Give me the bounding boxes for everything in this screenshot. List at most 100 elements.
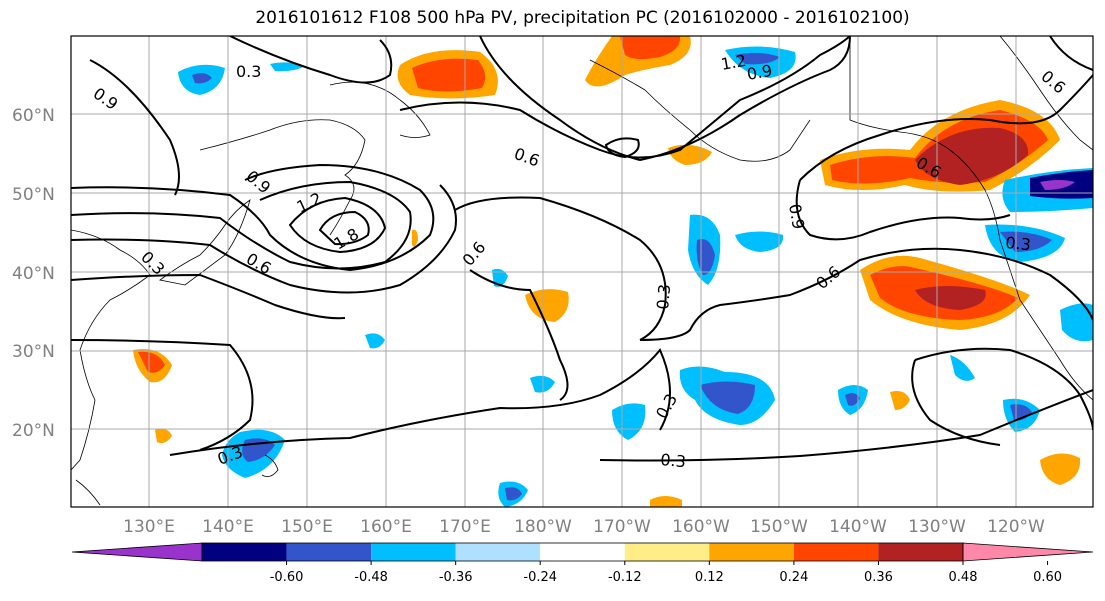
precip-positive-region: [650, 496, 682, 507]
colorbar-tick-label: -0.36: [439, 570, 473, 585]
colorbar-tick-label: 0.12: [695, 570, 724, 585]
lon-label: 130°W: [908, 517, 966, 537]
precip-negative-region: [492, 268, 508, 287]
graticule: [71, 36, 1093, 507]
pv-contour: [454, 196, 667, 341]
precip-shading: [133, 36, 1093, 507]
precip-positive-region: [412, 58, 486, 92]
map-plot-area: 0.3 0.9 0.9 1.2 1.8 0.6 0.3 0.6 0.6 1.2 …: [71, 36, 1093, 507]
lon-label: 170°E: [439, 517, 491, 537]
contour-label: 0.3: [660, 450, 687, 471]
colorbar-cell: [371, 543, 456, 561]
pv-contour: [71, 273, 346, 320]
pv-contour: [89, 59, 180, 196]
colorbar-tick-label: 0.36: [864, 570, 893, 585]
precip-negative-region: [1000, 231, 1052, 252]
precip-positive-region: [1040, 453, 1081, 485]
pv-contour: [288, 196, 387, 254]
precip-positive-region: [525, 289, 569, 322]
pv-contour: [599, 389, 1093, 462]
pv-contour: [914, 347, 1093, 431]
colorbar-cell: [793, 543, 879, 561]
pv-contour: [799, 74, 1093, 181]
precip-negative-region: [1040, 180, 1075, 190]
lon-label: 120°W: [987, 517, 1045, 537]
colorbar-outline: [201, 542, 964, 562]
pv-contours: [71, 36, 1093, 462]
colorbar-extend-high: [962, 542, 1094, 562]
precip-positive-region: [155, 428, 172, 444]
lon-labels: 130°E 140°E 150°E 160°E 170°E 180°W 170°…: [123, 517, 1045, 537]
lat-label: 50°N: [12, 185, 55, 205]
colorbar-cell: [286, 543, 372, 561]
precip-negative-region: [365, 333, 385, 349]
precip-positive-region: [915, 127, 1029, 185]
colorbar-extend-low: [71, 542, 203, 562]
pv-contour: [71, 339, 254, 451]
pv-contour: [469, 269, 569, 401]
colorbar-cell: [624, 543, 710, 561]
precip-negative-region: [505, 487, 522, 501]
precip-positive-region: [138, 351, 165, 373]
lon-label: 130°E: [123, 517, 175, 537]
lon-label: 140°E: [202, 517, 254, 537]
lon-label: 150°W: [750, 517, 808, 537]
colorbar-cell: [540, 543, 625, 561]
colorbar-tick-label: 0.24: [779, 570, 808, 585]
contour-label: 1.2: [719, 51, 747, 74]
pv-contour: [479, 36, 851, 162]
precip-positive-region: [890, 391, 910, 410]
precip-negative-region: [735, 231, 784, 252]
lat-label: 20°N: [12, 421, 55, 441]
colorbar-tick-label: -0.48: [354, 570, 388, 585]
contour-label: 0.3: [653, 283, 674, 310]
lat-label: 60°N: [12, 106, 55, 126]
lat-label: 30°N: [12, 342, 55, 362]
lon-label: 160°W: [672, 517, 730, 537]
pv-contour: [604, 137, 640, 159]
lon-label: 140°W: [829, 517, 887, 537]
lat-label: 40°N: [12, 264, 55, 284]
colorbar-cell: [709, 543, 794, 561]
lon-label: 150°E: [281, 517, 333, 537]
colorbar-tick-label: -0.60: [270, 570, 304, 585]
pv-contour: [71, 184, 457, 294]
precip-negative-region: [700, 381, 755, 414]
pv-contour: [1049, 36, 1093, 71]
precip-positive-region: [412, 229, 418, 247]
precip-negative-region: [845, 393, 860, 406]
precip-negative-region: [1060, 303, 1093, 342]
precip-negative-region: [735, 52, 780, 65]
pv-contour: [399, 36, 851, 159]
lat-labels: 20°N 30°N 40°N 50°N 60°N: [12, 106, 55, 441]
colorbar-ticks: -0.60 -0.48 -0.36 -0.24 -0.12 0.12 0.24 0.36 0.4…: [270, 561, 1062, 585]
pv-contour: [639, 247, 1093, 341]
colorbar-tick-label: 0.60: [1033, 570, 1062, 585]
colorbar-cell: [455, 543, 541, 561]
colorbar-tick-label: -0.24: [523, 570, 557, 585]
pv-contour: [229, 36, 393, 84]
precip-negative-region: [950, 355, 975, 381]
precip-positive-region: [620, 36, 681, 60]
contour-label: 0.9: [745, 61, 773, 84]
colorbar-tick-label: 0.48: [949, 570, 978, 585]
pv-contour: [795, 179, 1011, 241]
colorbar-cell: [202, 543, 287, 561]
map-title: 2016101612 F108 500 hPa PV, precipitatio…: [255, 8, 910, 28]
precip-negative-region: [192, 73, 212, 84]
colorbar: -0.60 -0.48 -0.36 -0.24 -0.12 0.12 0.24 0.36 0.4…: [71, 542, 1094, 585]
lon-label: 180°W: [514, 517, 572, 537]
lon-label: 170°W: [593, 517, 651, 537]
contour-label: 0.3: [1005, 233, 1032, 254]
contour-label: 0.9: [785, 202, 808, 230]
pv-contour: [911, 359, 1001, 446]
colorbar-tick-label: -0.12: [608, 570, 642, 585]
colorbar-cell: [878, 543, 963, 561]
precip-positive-region: [915, 286, 986, 310]
pv-contour: [169, 348, 671, 456]
contour-label: 0.3: [236, 62, 261, 81]
precip-negative-region: [612, 403, 646, 440]
pv-contour: [318, 210, 370, 246]
map-frame: [70, 35, 1094, 508]
